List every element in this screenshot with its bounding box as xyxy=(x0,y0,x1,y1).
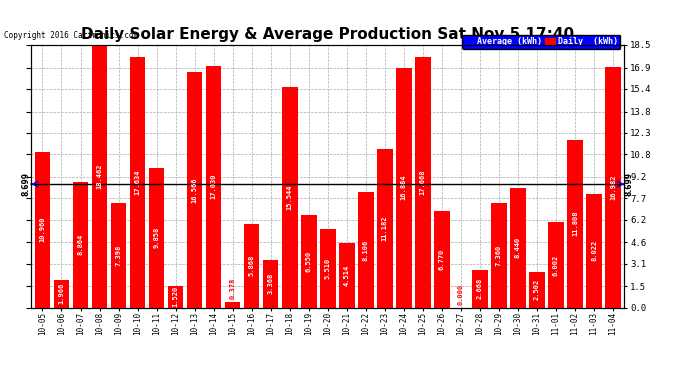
Text: 8.864: 8.864 xyxy=(77,234,83,255)
Bar xyxy=(168,286,184,308)
Text: 11.182: 11.182 xyxy=(382,215,388,241)
Bar xyxy=(396,68,412,308)
Bar xyxy=(92,45,108,308)
Bar xyxy=(244,224,259,308)
Text: 6.770: 6.770 xyxy=(439,249,445,270)
Text: 0.378: 0.378 xyxy=(230,278,236,299)
Text: 6.550: 6.550 xyxy=(306,251,312,272)
Text: Copyright 2016 Cartronics.com: Copyright 2016 Cartronics.com xyxy=(4,31,139,40)
Text: 10.960: 10.960 xyxy=(39,217,46,243)
Bar xyxy=(54,280,69,308)
Bar xyxy=(72,182,88,308)
Title: Daily Solar Energy & Average Production Sat Nov 5 17:40: Daily Solar Energy & Average Production … xyxy=(81,27,574,42)
Bar xyxy=(149,168,164,308)
Bar xyxy=(282,87,297,308)
Text: 17.030: 17.030 xyxy=(210,174,217,200)
Legend: Average (kWh), Daily  (kWh): Average (kWh), Daily (kWh) xyxy=(462,35,620,49)
Text: 7.398: 7.398 xyxy=(115,244,121,266)
Bar xyxy=(434,211,450,308)
Bar xyxy=(206,66,221,308)
Text: 8.022: 8.022 xyxy=(591,240,597,261)
Text: 9.858: 9.858 xyxy=(154,227,159,248)
Bar xyxy=(110,202,126,308)
Bar xyxy=(510,188,526,308)
Text: 7.360: 7.360 xyxy=(496,244,502,266)
Text: 0.000: 0.000 xyxy=(458,284,464,305)
Bar xyxy=(529,272,545,308)
Text: 2.668: 2.668 xyxy=(477,278,483,299)
Text: 8.699: 8.699 xyxy=(21,172,30,196)
Bar xyxy=(320,230,335,308)
Bar xyxy=(491,203,506,308)
Text: 8.106: 8.106 xyxy=(363,239,368,261)
Bar xyxy=(225,302,240,307)
Text: 1.520: 1.520 xyxy=(172,286,179,308)
Bar xyxy=(301,214,317,308)
Bar xyxy=(377,149,393,308)
Bar xyxy=(34,152,50,308)
Text: 18.462: 18.462 xyxy=(97,164,103,189)
Bar xyxy=(567,140,583,308)
Text: 2.502: 2.502 xyxy=(534,279,540,300)
Text: 8.699: 8.699 xyxy=(625,172,634,196)
Bar xyxy=(586,194,602,308)
Text: 5.868: 5.868 xyxy=(248,255,255,276)
Text: 5.510: 5.510 xyxy=(325,258,331,279)
Text: 4.514: 4.514 xyxy=(344,265,350,286)
Text: 6.002: 6.002 xyxy=(553,254,559,276)
Text: 8.440: 8.440 xyxy=(515,237,521,258)
Text: 15.544: 15.544 xyxy=(287,184,293,210)
Bar xyxy=(187,72,202,308)
Bar xyxy=(130,57,146,308)
Text: 1.966: 1.966 xyxy=(59,283,64,304)
Bar xyxy=(472,270,488,308)
Text: 16.982: 16.982 xyxy=(610,174,616,200)
Bar xyxy=(548,222,564,308)
Text: 16.566: 16.566 xyxy=(192,177,197,203)
Bar xyxy=(339,243,355,308)
Bar xyxy=(358,192,373,308)
Text: 3.368: 3.368 xyxy=(268,273,274,294)
Bar xyxy=(605,66,621,308)
Text: 16.884: 16.884 xyxy=(401,175,407,201)
Bar xyxy=(415,57,431,308)
Text: 11.808: 11.808 xyxy=(572,211,578,237)
Bar xyxy=(263,260,279,308)
Text: 17.668: 17.668 xyxy=(420,170,426,195)
Text: 17.634: 17.634 xyxy=(135,170,141,195)
